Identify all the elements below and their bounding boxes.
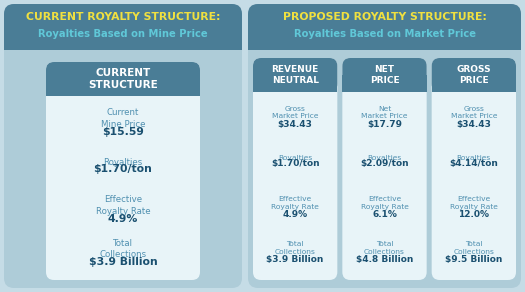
Text: CURRENT ROYALTY STRUCTURE:: CURRENT ROYALTY STRUCTURE: — [26, 12, 220, 22]
Text: PROPOSED ROYALTY STRUCTURE:: PROPOSED ROYALTY STRUCTURE: — [282, 12, 487, 22]
Text: $9.5 Billion: $9.5 Billion — [445, 255, 502, 264]
Text: NET
PRICE: NET PRICE — [370, 65, 400, 85]
Text: Gross
Market Price: Gross Market Price — [450, 106, 497, 119]
FancyBboxPatch shape — [248, 4, 521, 50]
FancyBboxPatch shape — [248, 4, 521, 288]
FancyBboxPatch shape — [432, 58, 516, 92]
FancyBboxPatch shape — [253, 58, 338, 280]
Text: $3.9 Billion: $3.9 Billion — [267, 255, 324, 264]
Text: Royalties: Royalties — [368, 155, 402, 161]
Text: Royalties: Royalties — [457, 155, 491, 161]
Text: Royalties: Royalties — [103, 157, 143, 166]
Text: 6.1%: 6.1% — [372, 210, 397, 219]
Text: Royalties: Royalties — [278, 155, 312, 161]
Text: 4.9%: 4.9% — [282, 210, 308, 219]
Text: $1.70/ton: $1.70/ton — [271, 159, 320, 168]
Text: Total
Collections: Total Collections — [275, 241, 316, 255]
Text: $1.70/ton: $1.70/ton — [93, 164, 152, 173]
Text: 12.0%: 12.0% — [458, 210, 489, 219]
Text: Royalties Based on Mine Price: Royalties Based on Mine Price — [38, 29, 208, 39]
FancyBboxPatch shape — [342, 58, 427, 92]
FancyBboxPatch shape — [4, 4, 242, 50]
FancyBboxPatch shape — [46, 62, 200, 96]
Text: CURRENT
STRUCTURE: CURRENT STRUCTURE — [88, 68, 158, 90]
Text: $3.9 Billion: $3.9 Billion — [89, 257, 158, 267]
Text: Effective
Royalty Rate: Effective Royalty Rate — [361, 196, 408, 209]
Text: Effective
Royalty Rate: Effective Royalty Rate — [271, 196, 319, 209]
Text: REVENUE
NEUTRAL: REVENUE NEUTRAL — [271, 65, 319, 85]
Bar — [342, 75, 427, 92]
Text: Effective
Royalty Rate: Effective Royalty Rate — [96, 195, 150, 215]
Text: $4.8 Billion: $4.8 Billion — [356, 255, 413, 264]
Text: $34.43: $34.43 — [456, 120, 491, 129]
Text: $2.09/ton: $2.09/ton — [360, 159, 409, 168]
Bar — [253, 75, 338, 92]
Bar — [4, 27, 242, 50]
FancyBboxPatch shape — [4, 4, 242, 288]
Bar — [46, 79, 200, 96]
FancyBboxPatch shape — [432, 58, 516, 280]
Text: $17.79: $17.79 — [367, 120, 402, 129]
FancyBboxPatch shape — [253, 58, 338, 92]
Text: 4.9%: 4.9% — [108, 213, 138, 224]
Text: Total
Collections: Total Collections — [454, 241, 494, 255]
Text: GROSS
PRICE: GROSS PRICE — [457, 65, 491, 85]
Text: Total
Collections: Total Collections — [99, 239, 146, 259]
Text: Total
Collections: Total Collections — [364, 241, 405, 255]
Text: $15.59: $15.59 — [102, 126, 144, 137]
Bar — [248, 27, 521, 50]
Text: $4.14/ton: $4.14/ton — [449, 159, 498, 168]
Text: Current
Mine Price: Current Mine Price — [101, 109, 145, 128]
FancyBboxPatch shape — [46, 62, 200, 280]
Text: Net
Market Price: Net Market Price — [361, 106, 408, 119]
Text: $34.43: $34.43 — [278, 120, 312, 129]
FancyBboxPatch shape — [342, 58, 427, 280]
Bar — [432, 75, 516, 92]
Text: Royalties Based on Market Price: Royalties Based on Market Price — [293, 29, 476, 39]
Text: Gross
Market Price: Gross Market Price — [272, 106, 319, 119]
Text: Effective
Royalty Rate: Effective Royalty Rate — [450, 196, 498, 209]
